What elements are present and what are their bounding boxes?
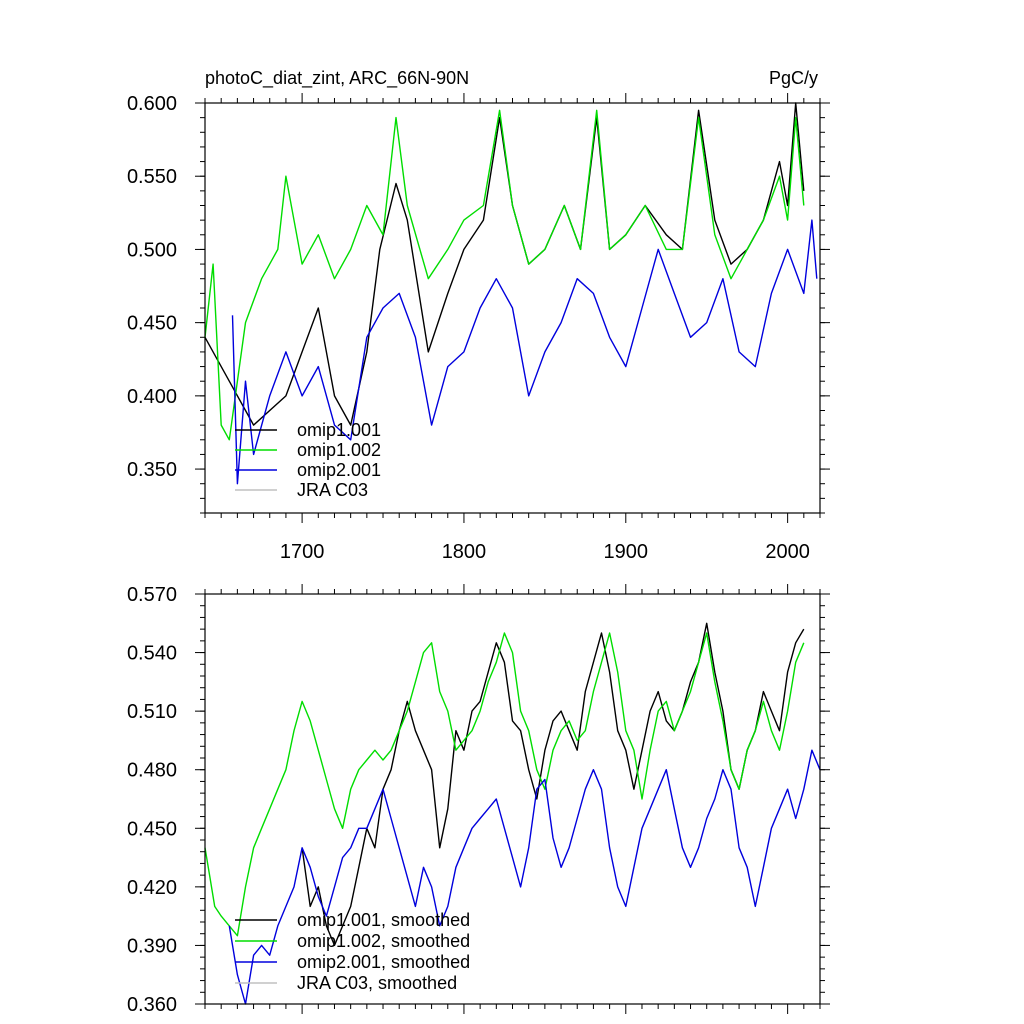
series-line-1 xyxy=(204,632,805,937)
bottom-panel-series xyxy=(204,622,821,1005)
y-tick-label: 0.600 xyxy=(127,93,177,115)
x-tick-label: 2000 xyxy=(765,541,810,563)
legend-label: omip1.002, smoothed xyxy=(297,931,470,951)
bottom-panel: 0.360 0.390 0.420 0.450 0.480 0.510 0.540 0.570… xyxy=(127,584,830,1016)
y-tick-label: 0.570 xyxy=(127,584,177,606)
legend-label: omip1.002 xyxy=(297,440,381,460)
y-tick-label: 0.420 xyxy=(127,877,177,899)
bottom-panel-ticks: 0.360 0.390 0.420 0.450 0.480 0.510 0.540 0.570 xyxy=(127,584,830,1016)
series-line-0 xyxy=(301,622,805,947)
series-line-1 xyxy=(204,109,805,441)
y-tick-label: 0.350 xyxy=(127,459,177,481)
series-line-2 xyxy=(228,749,821,1005)
legend-label: JRA C03, smoothed xyxy=(297,973,457,993)
top-panel-series xyxy=(204,102,818,485)
x-tick-label: 1700 xyxy=(280,541,325,563)
y-tick-label: 0.500 xyxy=(127,239,177,261)
legend-label: omip1.001 xyxy=(297,420,381,440)
y-tick-label: 0.480 xyxy=(127,760,177,782)
x-tick-label: 1800 xyxy=(442,541,487,563)
x-tick-label: 1900 xyxy=(604,541,649,563)
legend-label: omip2.001, smoothed xyxy=(297,952,470,972)
y-tick-label: 0.360 xyxy=(127,994,177,1016)
y-tick-label: 0.390 xyxy=(127,935,177,957)
y-tick-label: 0.400 xyxy=(127,386,177,408)
y-tick-label: 0.550 xyxy=(127,166,177,188)
bottom-panel-frame xyxy=(204,593,821,1005)
series-line-2 xyxy=(231,219,818,485)
top-panel: photoC_diat_zint, ARC_66N-90N PgC/y 1700… xyxy=(127,68,830,563)
legend-label: JRA C03 xyxy=(297,480,368,500)
legend-label: omip2.001 xyxy=(297,460,381,480)
top-panel-ticks: 1700 1800 1900 2000 0.350 0.400 0.450 0.500 0.55… xyxy=(127,93,830,563)
y-tick-label: 0.450 xyxy=(127,818,177,840)
top-panel-units: PgC/y xyxy=(769,68,818,88)
top-panel-frame xyxy=(204,102,821,514)
legend-label: omip1.001, smoothed xyxy=(297,910,470,930)
y-tick-label: 0.540 xyxy=(127,643,177,665)
y-tick-label: 0.450 xyxy=(127,313,177,335)
y-tick-label: 0.510 xyxy=(127,701,177,723)
top-panel-title: photoC_diat_zint, ARC_66N-90N xyxy=(205,68,469,89)
